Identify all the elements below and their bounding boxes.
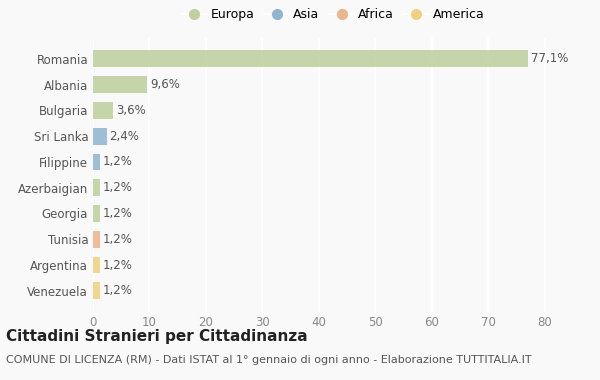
Bar bbox=[93, 282, 100, 299]
Text: 3,6%: 3,6% bbox=[116, 104, 146, 117]
Text: COMUNE DI LICENZA (RM) - Dati ISTAT al 1° gennaio di ogni anno - Elaborazione TU: COMUNE DI LICENZA (RM) - Dati ISTAT al 1… bbox=[6, 355, 532, 365]
Text: Cittadini Stranieri per Cittadinanza: Cittadini Stranieri per Cittadinanza bbox=[6, 329, 308, 344]
Bar bbox=[93, 154, 100, 170]
Bar bbox=[93, 179, 100, 196]
Text: 1,2%: 1,2% bbox=[103, 284, 133, 297]
Bar bbox=[93, 51, 529, 67]
Text: 1,2%: 1,2% bbox=[103, 258, 133, 272]
Text: 1,2%: 1,2% bbox=[103, 233, 133, 246]
Bar bbox=[93, 256, 100, 273]
Text: 1,2%: 1,2% bbox=[103, 181, 133, 194]
Text: 2,4%: 2,4% bbox=[109, 130, 139, 142]
Legend: Europa, Asia, Africa, America: Europa, Asia, Africa, America bbox=[176, 3, 490, 26]
Bar bbox=[93, 76, 147, 93]
Bar bbox=[93, 205, 100, 222]
Text: 77,1%: 77,1% bbox=[531, 52, 569, 65]
Text: 9,6%: 9,6% bbox=[150, 78, 180, 91]
Bar bbox=[93, 231, 100, 248]
Bar bbox=[93, 102, 113, 119]
Text: 1,2%: 1,2% bbox=[103, 155, 133, 168]
Bar bbox=[93, 128, 107, 144]
Text: 1,2%: 1,2% bbox=[103, 207, 133, 220]
